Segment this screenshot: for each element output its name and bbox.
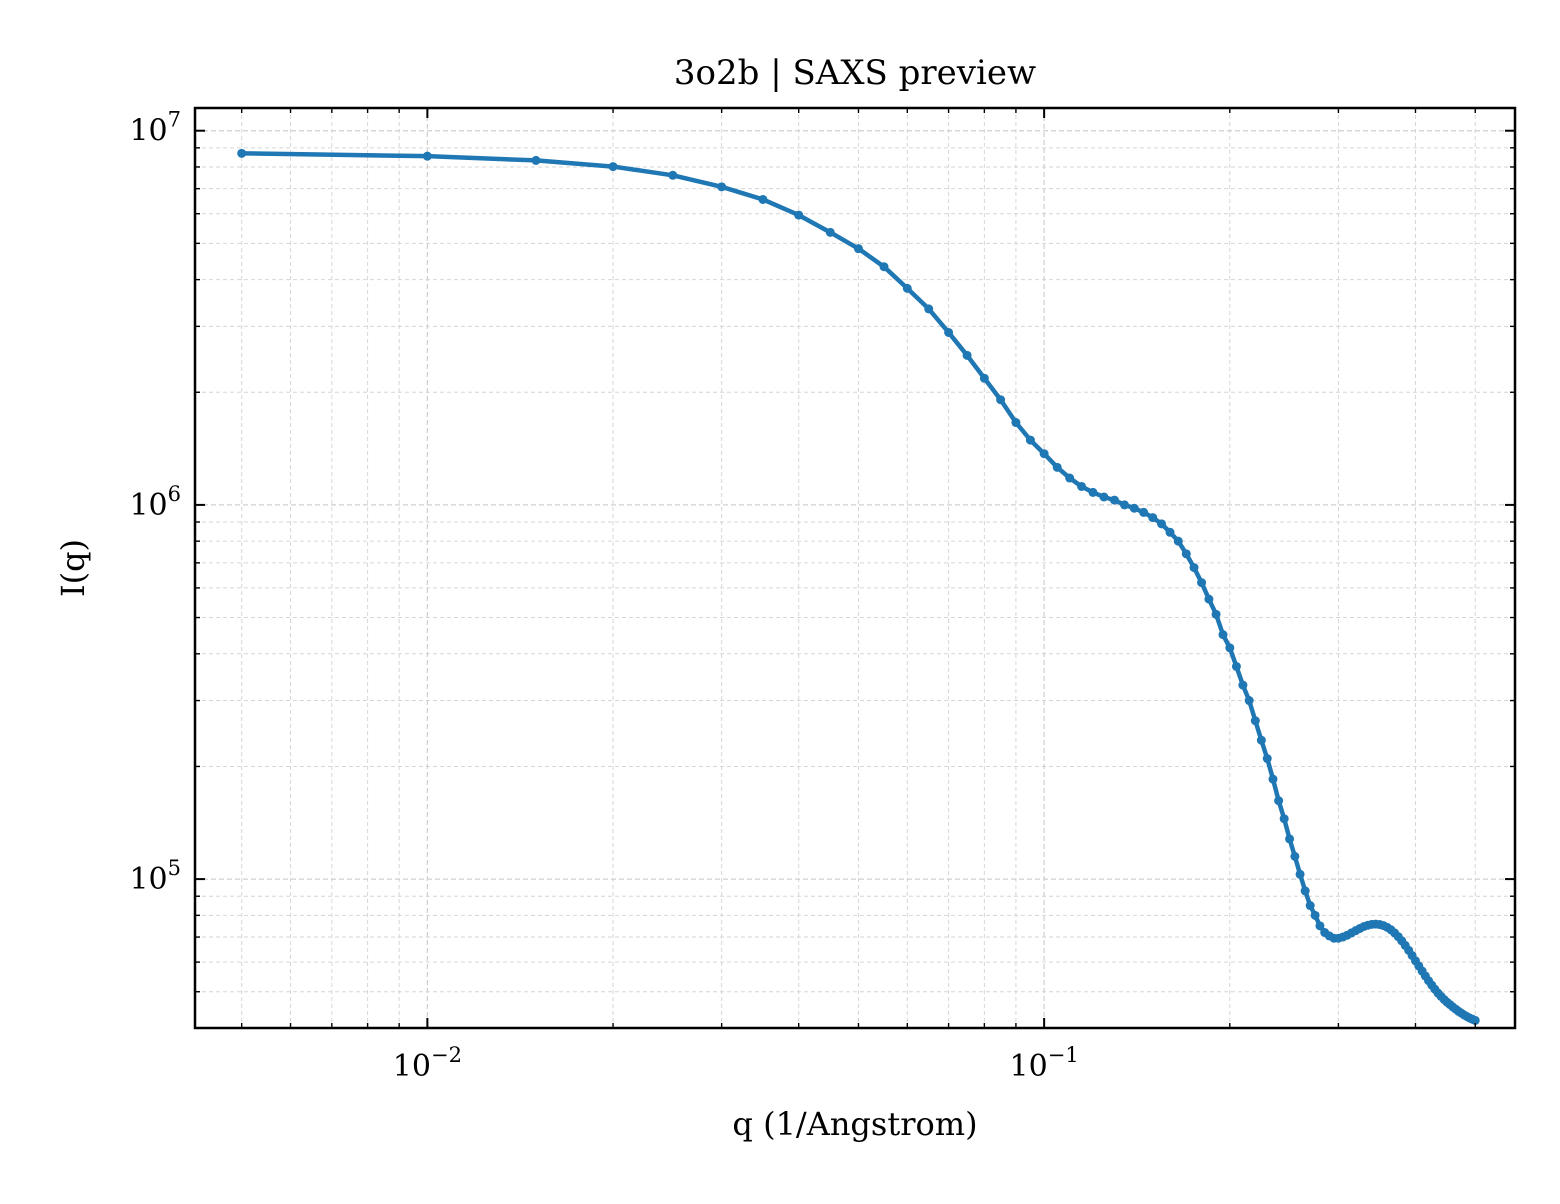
data-point — [1310, 910, 1320, 920]
data-point — [1305, 901, 1315, 911]
data-point — [944, 327, 954, 337]
data-point — [1148, 513, 1158, 523]
data-point — [668, 170, 678, 180]
data-point — [1189, 563, 1199, 573]
data-point — [1315, 921, 1325, 931]
x-axis-label: q (1/Angstrom) — [732, 1105, 977, 1143]
data-point — [1025, 435, 1035, 445]
data-point — [1181, 549, 1191, 559]
x-tick-label-exponent: −1 — [1048, 1043, 1079, 1067]
data-point — [1088, 487, 1098, 497]
data-point — [1065, 473, 1075, 483]
data-point — [1120, 500, 1130, 510]
x-tick-label-exponent: −2 — [431, 1043, 462, 1067]
y-tick-label-exponent: 5 — [168, 856, 181, 880]
data-point — [608, 162, 618, 172]
data-point — [1077, 481, 1087, 491]
data-point — [1197, 578, 1207, 588]
data-point — [1099, 492, 1109, 502]
x-tick-label: 10−2 — [393, 1043, 462, 1084]
data-point — [1011, 418, 1021, 428]
data-point — [853, 244, 863, 254]
data-point — [531, 155, 541, 165]
data-point — [1274, 796, 1284, 806]
data-point — [1250, 716, 1260, 726]
data-point — [1262, 754, 1272, 764]
y-tick-label-exponent: 6 — [168, 482, 181, 506]
data-point — [1268, 774, 1278, 784]
data-point — [1039, 449, 1049, 459]
data-point — [996, 395, 1006, 405]
data-point — [825, 227, 835, 237]
data-point — [422, 151, 432, 161]
x-tick-label: 10−1 — [1010, 1043, 1079, 1084]
y-tick-label-base: 10 — [129, 862, 167, 897]
data-point — [794, 210, 804, 220]
data-point — [1173, 536, 1183, 546]
x-tick-label-base: 10 — [393, 1049, 431, 1084]
data-point — [1225, 643, 1235, 653]
series-layer — [237, 148, 1480, 1025]
x-tick-label-base: 10 — [1010, 1049, 1048, 1084]
data-point — [1238, 680, 1248, 690]
data-point — [962, 350, 972, 360]
data-point — [717, 182, 727, 192]
data-point — [1285, 834, 1295, 844]
data-point — [1279, 814, 1289, 824]
data-point — [1290, 851, 1300, 861]
data-point — [1211, 609, 1221, 619]
y-tick-label-base: 10 — [129, 114, 167, 149]
data-point — [1139, 507, 1149, 517]
y-tick-label: 105 — [129, 856, 181, 897]
y-tick-label-base: 10 — [129, 488, 167, 523]
data-point — [1109, 495, 1119, 505]
data-point — [758, 194, 768, 204]
data-point — [879, 262, 889, 272]
data-point — [237, 148, 247, 158]
data-point — [902, 283, 912, 293]
y-tick-label-exponent: 7 — [168, 108, 181, 132]
data-point — [1052, 462, 1062, 472]
data-point — [1231, 661, 1241, 671]
y-axis-label: I(q) — [54, 539, 92, 597]
data-point — [1218, 630, 1228, 640]
y-tick-label: 107 — [129, 108, 181, 149]
grid — [195, 108, 1515, 1029]
plot-frame — [193, 106, 1517, 1030]
data-point — [924, 304, 934, 314]
data-point — [1300, 886, 1310, 896]
data-point — [1157, 519, 1167, 529]
data-point — [1244, 696, 1254, 706]
data-point — [1165, 527, 1175, 537]
data-point — [1470, 1015, 1480, 1025]
chart-title: 3o2b | SAXS preview — [674, 53, 1036, 93]
data-point — [1129, 503, 1139, 513]
data-point — [1204, 594, 1214, 604]
y-tick-label: 106 — [129, 482, 181, 523]
data-point — [1295, 869, 1305, 879]
data-point — [979, 373, 989, 383]
data-point — [1256, 735, 1266, 745]
